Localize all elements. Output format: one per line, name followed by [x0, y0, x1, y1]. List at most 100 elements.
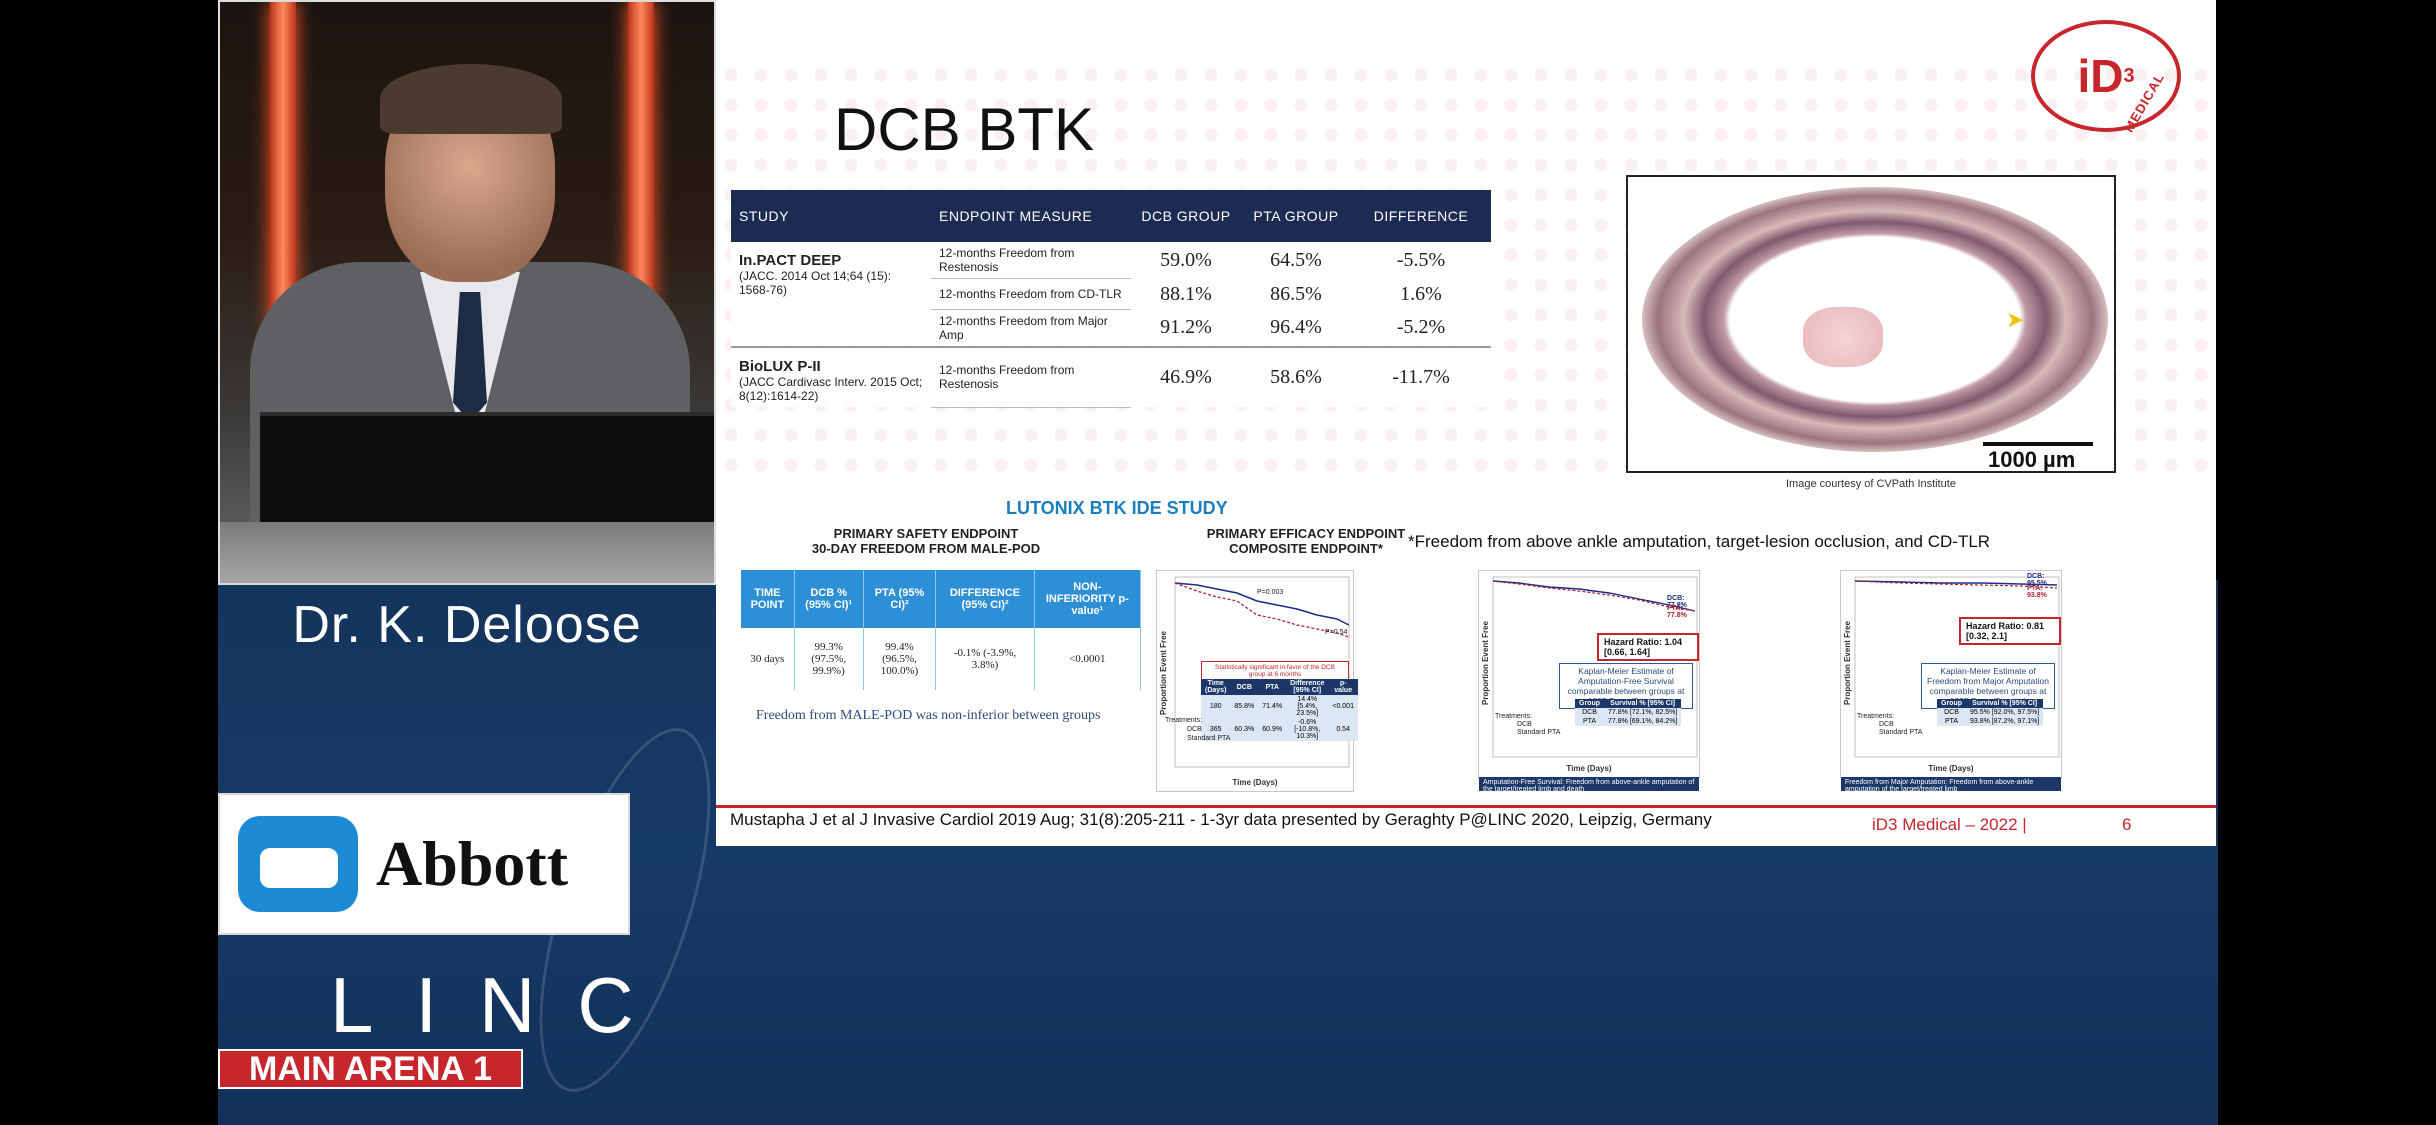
endpoint-footnote: *Freedom from above ankle amputation, ta…: [1408, 532, 1991, 551]
column-header: STUDY: [731, 190, 931, 242]
legend-title: Treatments:: [1165, 717, 1203, 724]
id3-medical-logo: iD 3 MEDICAL: [2031, 20, 2181, 135]
table-row: In.PACT DEEP (JACC. 2014 Oct 14;64 (15):…: [731, 242, 1491, 347]
table-row: 30 days 99.3% (97.5%, 99.9%) 99.4% (96.5…: [741, 628, 1142, 690]
image-credit: Image courtesy of CVPath Institute: [1786, 478, 1956, 490]
pta-value: 96.4%: [1241, 309, 1351, 347]
major-amputation-km-plot: DCB: 95.5% PTA: 93.8% Hazard Ratio: 0.81…: [1840, 570, 2062, 793]
lutonix-title: LUTONIX BTK IDE STUDY: [1006, 498, 1228, 518]
end-value-dcb: DCB: 95.5%: [2027, 573, 2047, 587]
mini-cell: -0.6% [-10.8%, 10.3%]: [1286, 718, 1329, 741]
amputation-km-svg: [1492, 576, 1698, 758]
mini-cell: <0.001: [1328, 695, 1358, 718]
page-number: 6: [2122, 815, 2132, 834]
legend-pta: Standard PTA: [1517, 729, 1561, 736]
mini-row: DCB 77.8% [72.1%, 82.5%]: [1575, 708, 1682, 717]
study-name: BioLUX P-II: [739, 358, 821, 375]
table-cell: 99.3% (97.5%, 99.9%): [794, 628, 864, 690]
major-amp-mini-table: Group Survival % [95% CI] DCB 95.5% [92.…: [1937, 699, 2044, 726]
column-header: DCB GROUP: [1131, 190, 1241, 242]
mini-cell: PTA: [1937, 717, 1966, 726]
safety-header-row: TIME POINT DCB % (95% CI)¹ PTA (95% CI)²…: [741, 570, 1142, 628]
histology-image: ➤ 1000 µm: [1626, 175, 2116, 473]
safety-endpoint-title: PRIMARY SAFETY ENDPOINT 30-DAY FREEDOM F…: [806, 526, 1046, 556]
speaker-tie: [453, 292, 487, 422]
x-axis-label: Time (Days): [1232, 778, 1278, 787]
end-value-pta: PTA: 93.8%: [2027, 585, 2047, 599]
y-axis-label: Proportion Event Free: [1159, 631, 1168, 716]
mini-header: p-value: [1328, 679, 1358, 695]
mini-cell: 77.8% [69.1%, 84.2%]: [1604, 717, 1682, 726]
safety-note: Freedom from MALE-POD was non-inferior b…: [756, 708, 1101, 723]
dcb-value: 88.1%: [1131, 278, 1241, 310]
event-name: LINC: [330, 961, 676, 1049]
mini-row: PTA 93.8% [87.2%, 97.1%]: [1937, 717, 2044, 726]
p-value-late: P=0.54: [1325, 629, 1348, 636]
end-value-pta: PTA: 77.8%: [1667, 605, 1687, 619]
table-cell: <0.0001: [1034, 628, 1142, 690]
sponsor-logo: Abbott: [218, 793, 630, 935]
footer-brand: iD3 Medical – 2022 |: [1872, 815, 2027, 834]
difference-value: 1.6%: [1351, 278, 1491, 310]
dcb-value: 46.9%: [1131, 346, 1241, 407]
column-header: DCB % (95% CI)¹: [794, 570, 864, 628]
scale-label: 1000 µm: [1988, 447, 2076, 472]
mini-cell: 85.8%: [1230, 695, 1259, 718]
difference-value: -11.7%: [1351, 346, 1491, 407]
table-header-row: STUDY ENDPOINT MEASURE DCB GROUP PTA GRO…: [731, 190, 1491, 242]
column-header: NON-INFERIORITY p-value¹: [1034, 570, 1142, 628]
column-header: DIFFERENCE (95% CI)²: [935, 570, 1035, 628]
km-caption: Amputation-Free Survival: Freedom from a…: [1479, 777, 1699, 793]
table-cell: 30 days: [741, 628, 795, 690]
legend-title: Treatments:: [1857, 713, 1895, 720]
pta-curve: [1854, 580, 2058, 589]
mini-cell: 60.3%: [1230, 718, 1259, 741]
difference-value: -5.5%: [1351, 242, 1491, 279]
endpoint-measure: 12-months Freedom from CD-TLR: [931, 278, 1131, 310]
legend-dcb: DCB: [1187, 726, 1202, 733]
plot-frame: [1492, 576, 1698, 758]
efficacy-title-line: PRIMARY EFFICACY ENDPOINT: [1206, 526, 1406, 541]
dcb-curve: [1492, 580, 1696, 612]
efficacy-mini-table: Time (Days) DCB PTA Difference [95% CI] …: [1201, 679, 1358, 741]
stage-light: [270, 2, 296, 332]
citation: Mustapha J et al J Invasive Cardiol 2019…: [730, 810, 1712, 829]
logo-text: iD: [2077, 50, 2124, 102]
mini-cell: 14.4% [5.4%, 23.5%]: [1286, 695, 1329, 718]
table-cell: -0.1% (-3.9%, 3.8%): [935, 628, 1035, 690]
arrow-pointer-icon: ➤: [2006, 307, 2025, 332]
mini-cell: PTA: [1575, 717, 1604, 726]
efficacy-endpoint-title: PRIMARY EFFICACY ENDPOINT COMPOSITE ENDP…: [1206, 526, 1406, 556]
efficacy-km-plot: P=0.003 P=0.54 Statistically significant…: [1156, 570, 1358, 792]
mini-header: Difference [95% CI]: [1286, 679, 1329, 695]
pta-value: 58.6%: [1241, 346, 1351, 407]
safety-title-line: PRIMARY SAFETY ENDPOINT: [833, 526, 1019, 541]
pta-value: 64.5%: [1241, 242, 1351, 279]
pta-curve: [1492, 580, 1696, 612]
study-reference: (JACC. 2014 Oct 14;64 (15): 1568-76): [739, 269, 892, 297]
efficacy-title-line: COMPOSITE ENDPOINT*: [1229, 541, 1383, 556]
dcb-value: 59.0%: [1131, 242, 1241, 279]
legend-pta: Standard PTA: [1187, 735, 1231, 742]
column-header: DIFFERENCE: [1351, 190, 1491, 242]
mini-cell: 71.4%: [1258, 695, 1287, 718]
mini-cell: 60.9%: [1258, 718, 1287, 741]
pta-curve: [1174, 582, 1350, 638]
mini-cell: 365: [1201, 718, 1231, 741]
x-axis-label: Time (Days): [1566, 764, 1612, 773]
mini-cell: 180: [1201, 695, 1231, 718]
mini-header: Group: [1575, 699, 1604, 708]
legend-title: Treatments:: [1495, 713, 1533, 720]
dcb-curve: [1854, 580, 2058, 586]
sponsor-logo-text: Abbott: [376, 828, 569, 899]
slide-title: DCB BTK: [834, 96, 1095, 163]
mini-header: Time (Days): [1201, 679, 1231, 695]
endpoint-measure: 12-months Freedom from Restenosis: [931, 242, 1131, 279]
mini-header: Survival % [95% CI]: [1604, 699, 1682, 708]
amputation-mini-table: Group Survival % [95% CI] DCB 77.8% [72.…: [1575, 699, 1682, 726]
legend-dcb: DCB: [1879, 721, 1894, 728]
mini-header: DCB: [1230, 679, 1259, 695]
table-row: 12-months Freedom from CD-TLR 88.1% 86.5…: [731, 278, 1491, 310]
table-row: BioLUX P-II (JACC Cardivasc Interv. 2015…: [731, 346, 1491, 408]
